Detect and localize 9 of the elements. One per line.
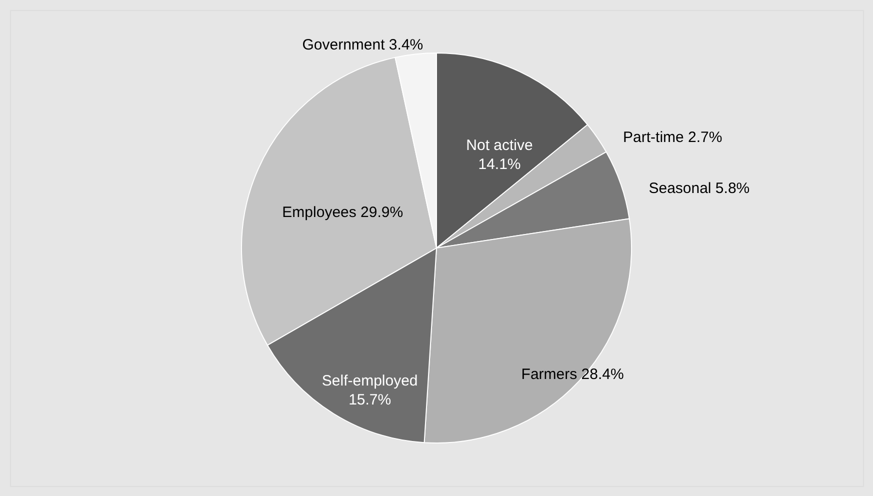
slice-label: Farmers 28.4% xyxy=(521,366,624,383)
slice-label: Employees 29.9% xyxy=(282,204,404,222)
slice-label: Government 3.4% xyxy=(302,36,424,54)
slice-label: Self-employed xyxy=(322,372,418,390)
data-label: 15.7% xyxy=(348,392,392,409)
data-label: 14.1% xyxy=(478,156,521,174)
slice-label: Not active xyxy=(466,137,533,154)
slice-label: Seasonal 5.8% xyxy=(648,180,750,197)
slice-label: Part-time 2.7% xyxy=(623,128,722,146)
